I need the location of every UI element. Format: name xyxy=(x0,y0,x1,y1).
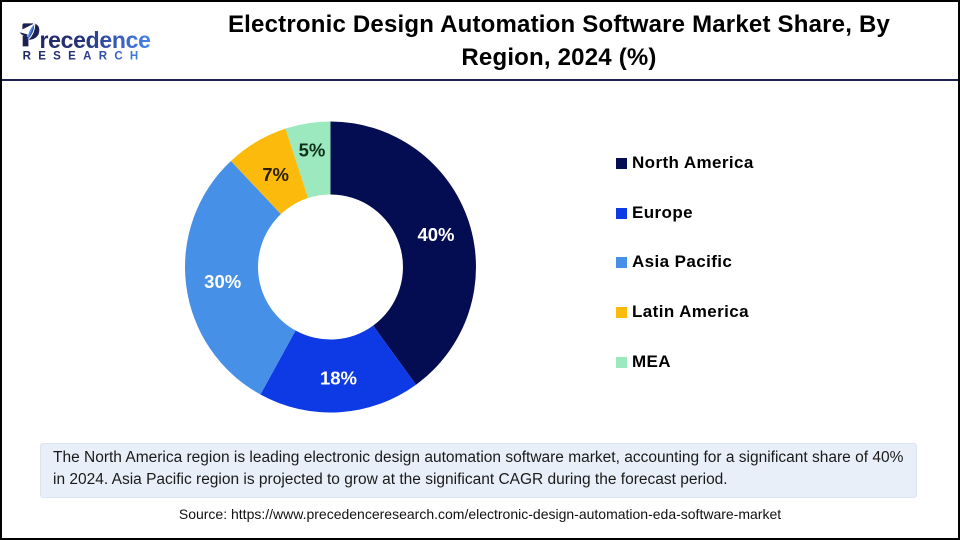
svg-text:18%: 18% xyxy=(320,368,357,389)
svg-text:40%: 40% xyxy=(417,224,454,245)
svg-text:RESEARCH: RESEARCH xyxy=(23,51,146,63)
svg-text:7%: 7% xyxy=(262,164,289,185)
svg-text:5%: 5% xyxy=(299,140,326,161)
svg-text:30%: 30% xyxy=(204,271,241,292)
svg-text:recedence: recedence xyxy=(40,27,151,53)
